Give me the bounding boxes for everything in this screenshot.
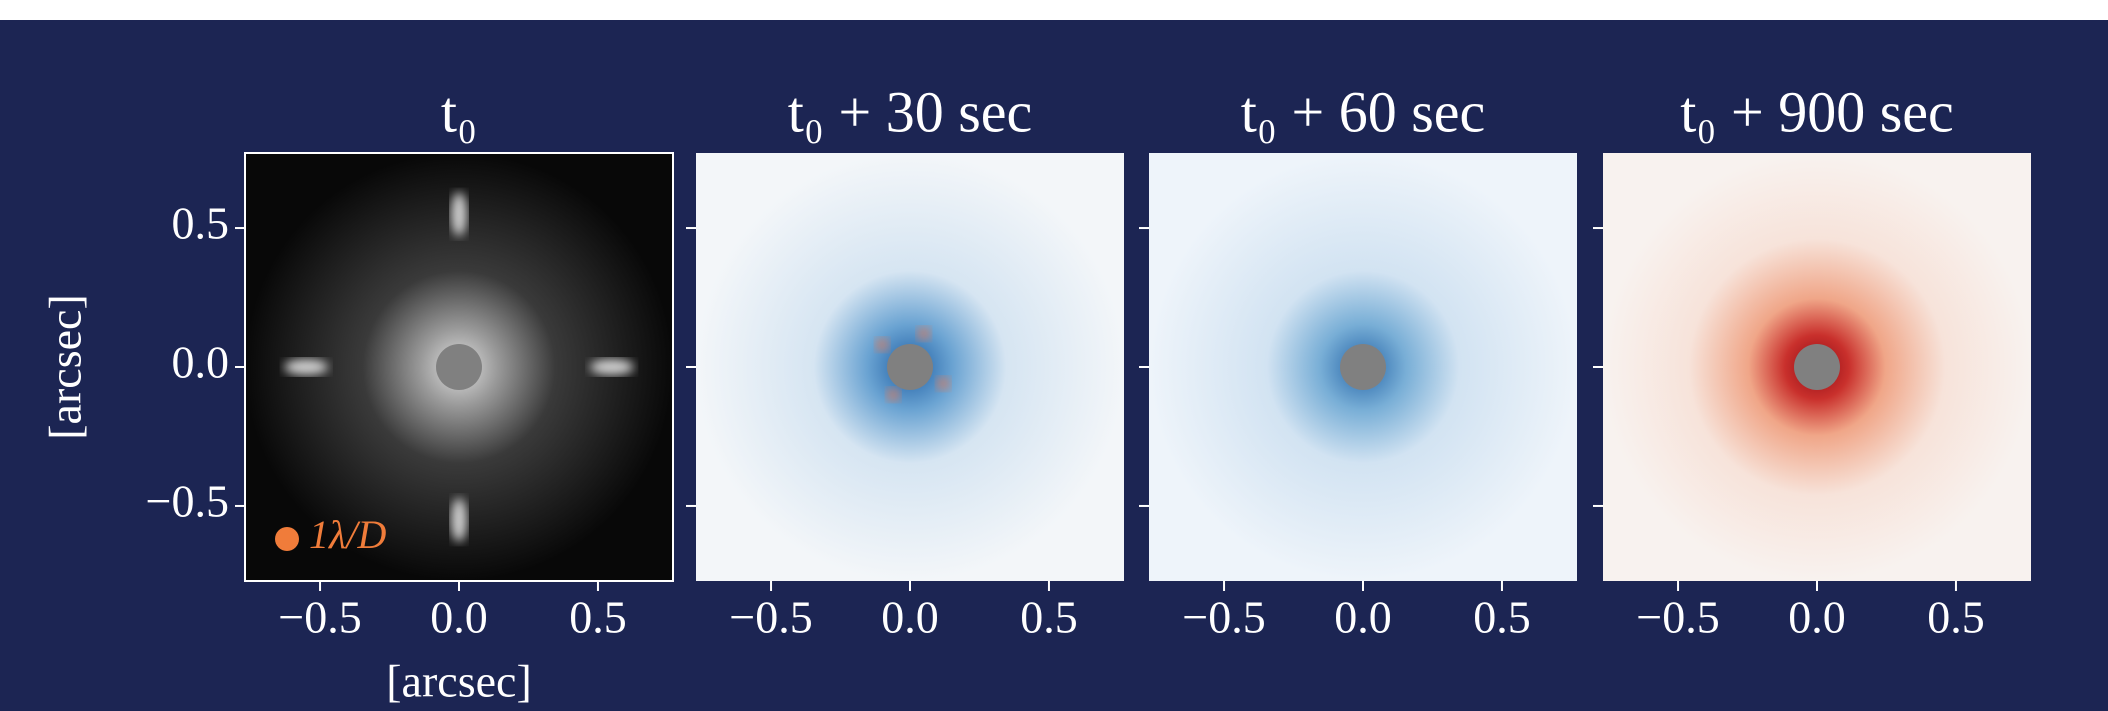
speckle — [936, 377, 950, 391]
legend-label: 1λ/D — [309, 512, 386, 557]
x-tick-label: −0.5 — [729, 592, 812, 643]
panel-title: t₀ + 60 sec — [1241, 79, 1486, 144]
x-tick-label: −0.5 — [278, 592, 361, 643]
x-tick-label: 0.5 — [1020, 592, 1078, 643]
y-tick-label: 0.5 — [172, 198, 230, 249]
mask — [1794, 344, 1840, 390]
panel-title: t₀ — [441, 79, 477, 144]
speckle — [917, 327, 931, 341]
x-axis-label: [arcsec] — [386, 656, 532, 707]
x-tick-label: 0.0 — [430, 592, 488, 643]
page: t₀ −0.5 0.0 0.5 −0.5 0.0 0.5 [arcsec] [arcsec] 1λ… — [0, 0, 2108, 711]
diffraction-spike — [284, 359, 328, 375]
y-tick-label: 0.0 — [172, 337, 230, 388]
speckle — [875, 338, 889, 352]
panel-title: t₀ + 30 sec — [788, 79, 1033, 144]
diffraction-spike — [590, 359, 634, 375]
x-tick-label: 0.5 — [1927, 592, 1985, 643]
y-tick-label: −0.5 — [146, 476, 229, 527]
mask — [1340, 344, 1386, 390]
x-tick-label: 0.5 — [569, 592, 627, 643]
mask — [887, 344, 933, 390]
diffraction-spike — [451, 192, 467, 236]
legend-marker — [275, 527, 299, 551]
diffraction-spike — [451, 498, 467, 542]
x-tick-label: −0.5 — [1636, 592, 1719, 643]
panel-title: t₀ + 900 sec — [1680, 79, 1954, 144]
x-tick-label: 0.0 — [1334, 592, 1392, 643]
x-tick-label: 0.0 — [1788, 592, 1846, 643]
speckle — [886, 388, 900, 402]
mask — [436, 344, 482, 390]
figure: t₀ −0.5 0.0 0.5 −0.5 0.0 0.5 [arcsec] [arcsec] 1λ… — [0, 0, 2108, 711]
x-tick-label: −0.5 — [1182, 592, 1265, 643]
x-tick-label: 0.5 — [1473, 592, 1531, 643]
x-tick-label: 0.0 — [881, 592, 939, 643]
y-axis-label: [arcsec] — [40, 294, 91, 440]
